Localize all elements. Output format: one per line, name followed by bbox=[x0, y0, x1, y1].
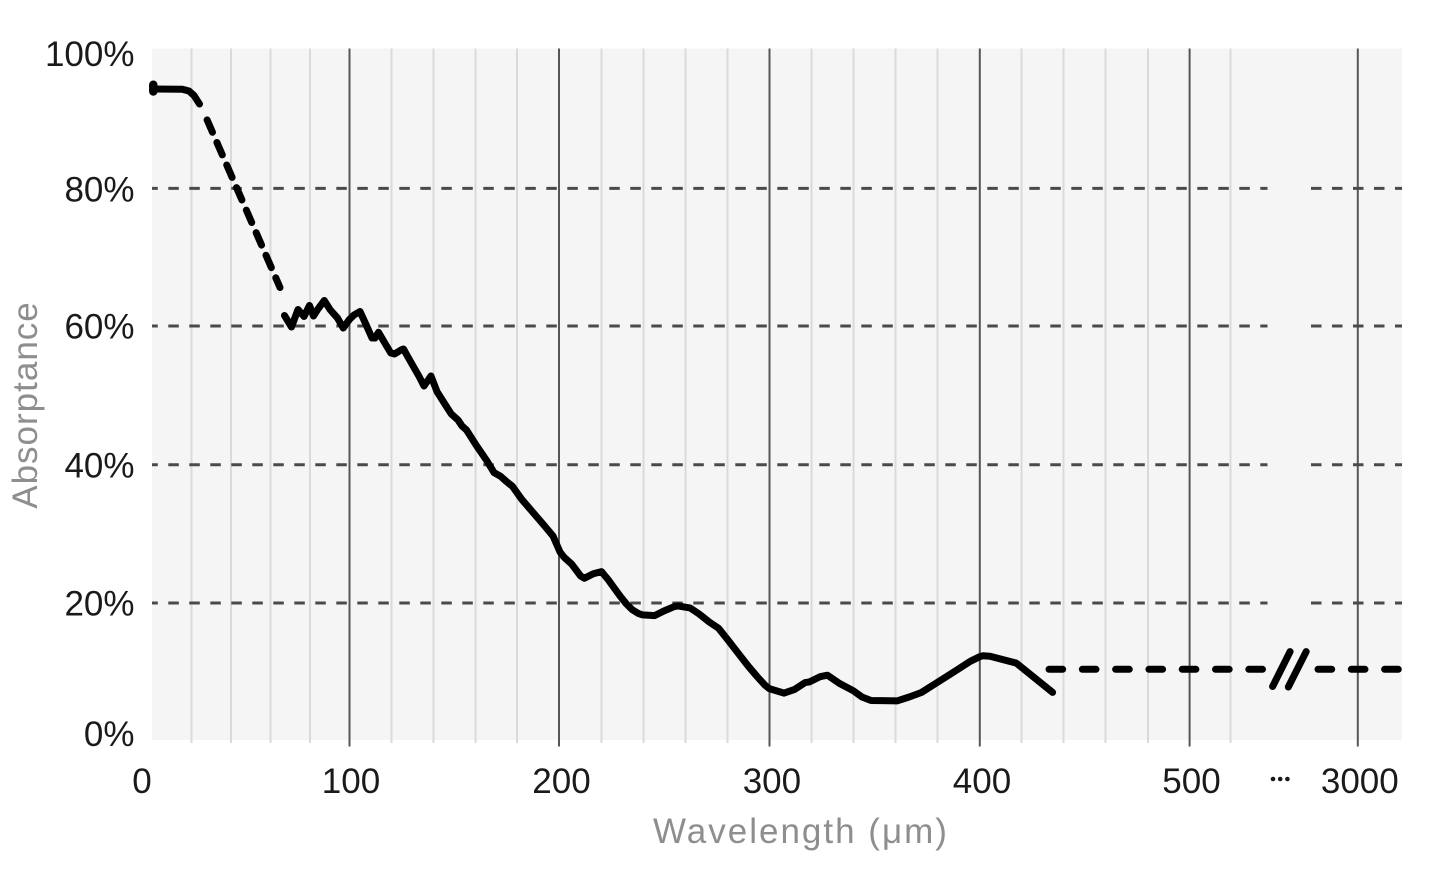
svg-text:500: 500 bbox=[1162, 762, 1220, 801]
svg-text:200: 200 bbox=[532, 762, 590, 801]
svg-text:100%: 100% bbox=[45, 35, 135, 74]
svg-text:Wavelength (μm): Wavelength (μm) bbox=[653, 812, 949, 851]
svg-text:40%: 40% bbox=[64, 447, 134, 486]
svg-text:80%: 80% bbox=[64, 171, 134, 210]
svg-text:0%: 0% bbox=[84, 715, 135, 754]
svg-text:60%: 60% bbox=[64, 308, 134, 347]
svg-text:0: 0 bbox=[132, 762, 151, 801]
svg-text:400: 400 bbox=[953, 762, 1011, 801]
svg-text:3000: 3000 bbox=[1321, 762, 1399, 801]
svg-text:100: 100 bbox=[322, 762, 380, 801]
svg-text:Absorptance: Absorptance bbox=[6, 301, 45, 509]
svg-text:20%: 20% bbox=[64, 585, 134, 624]
svg-text:300: 300 bbox=[743, 762, 801, 801]
